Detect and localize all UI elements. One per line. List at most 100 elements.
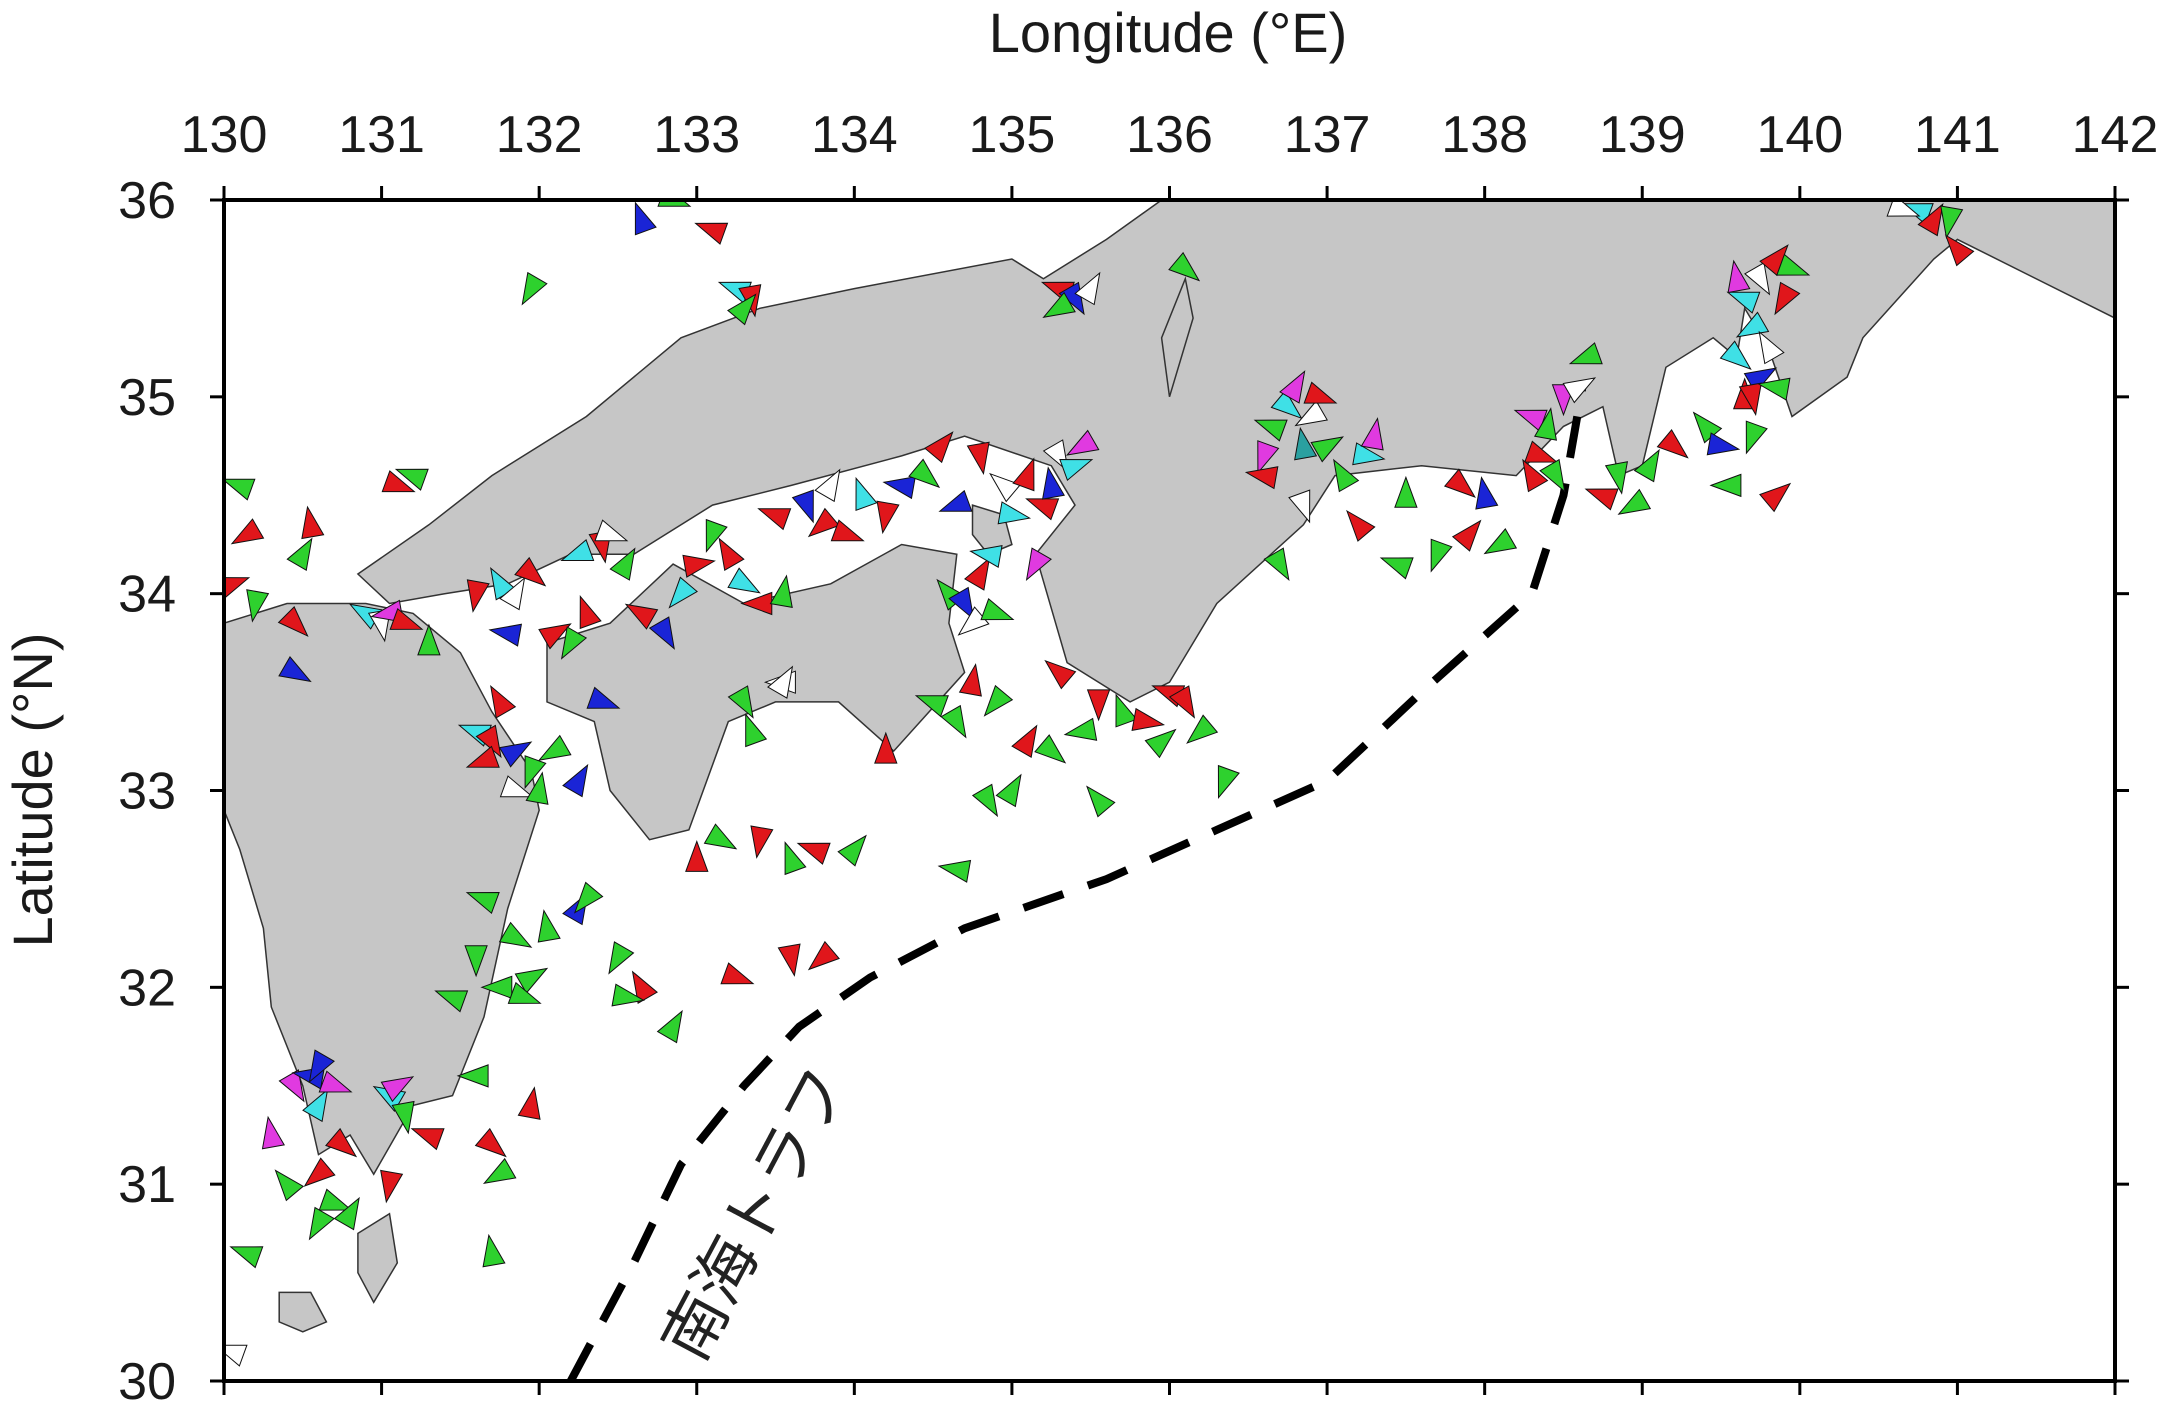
slip-arrowhead bbox=[381, 470, 416, 493]
slip-arrowhead bbox=[1726, 291, 1761, 314]
slip-arrowhead bbox=[1379, 557, 1414, 580]
slip-arrowhead bbox=[1524, 440, 1559, 463]
slip-arrowhead bbox=[507, 981, 542, 1004]
slip-arrowhead bbox=[562, 763, 589, 798]
slip-arrowhead bbox=[727, 567, 761, 594]
slip-arrowhead bbox=[720, 962, 755, 985]
slip-arrowhead bbox=[648, 616, 675, 650]
slip-arrowhead bbox=[938, 489, 973, 512]
slip-arrowhead bbox=[682, 554, 716, 578]
land-polygon-4 bbox=[278, 1291, 328, 1333]
x-tick-label: 140 bbox=[1756, 106, 1843, 164]
slip-arrowhead bbox=[1430, 538, 1453, 573]
slip-arrowhead bbox=[482, 1157, 517, 1185]
slip-arrowhead bbox=[1394, 475, 1418, 508]
slip-arrowhead bbox=[325, 1127, 358, 1158]
slip-arrowhead bbox=[1758, 330, 1785, 365]
slip-arrowhead bbox=[1044, 659, 1077, 690]
slip-arrowhead bbox=[380, 1169, 404, 1204]
x-tick-label: 133 bbox=[653, 106, 740, 164]
slip-arrowhead bbox=[434, 990, 469, 1013]
slip-arrowhead bbox=[750, 825, 774, 859]
slip-arrowhead bbox=[1744, 262, 1771, 296]
x-tick-label: 131 bbox=[338, 106, 425, 164]
slip-arrowhead bbox=[224, 478, 256, 501]
nankai-trough-path bbox=[567, 386, 1587, 1381]
slip-arrowhead bbox=[230, 518, 265, 545]
slip-arrowhead bbox=[767, 665, 794, 699]
slip-arrowhead bbox=[703, 823, 738, 850]
slip-arrowhead bbox=[389, 607, 424, 630]
slip-arrowhead bbox=[224, 1344, 248, 1367]
slip-arrowhead bbox=[694, 222, 729, 245]
slip-arrowhead bbox=[1944, 234, 1975, 267]
slip-arrowhead bbox=[278, 656, 312, 683]
slip-arrowhead bbox=[1115, 693, 1138, 728]
x-tick-label: 134 bbox=[811, 106, 898, 164]
slip-arrowhead bbox=[465, 891, 500, 915]
slip-arrowhead bbox=[1539, 458, 1566, 493]
slip-arrowhead bbox=[971, 783, 999, 818]
slip-arrowhead bbox=[1759, 482, 1792, 513]
slip-arrowhead bbox=[727, 293, 757, 326]
slip-arrowhead bbox=[1168, 251, 1201, 282]
slip-arrowhead bbox=[957, 606, 990, 636]
slip-arrowhead bbox=[1709, 473, 1742, 498]
slip-arrowhead bbox=[814, 468, 841, 503]
slip-arrowhead bbox=[745, 713, 768, 748]
arrowhead-layer bbox=[224, 200, 1975, 1367]
slip-arrowhead bbox=[560, 626, 588, 660]
slip-arrowhead bbox=[308, 1049, 335, 1083]
slip-arrowhead bbox=[391, 1100, 415, 1135]
slip-arrowhead bbox=[1735, 311, 1770, 338]
slip-arrowhead bbox=[980, 598, 1015, 621]
land-layer bbox=[224, 200, 2115, 1333]
slip-arrowhead bbox=[594, 519, 629, 542]
slip-arrowhead bbox=[1186, 714, 1219, 744]
slip-arrowhead bbox=[791, 489, 814, 524]
slip-arrowhead bbox=[1568, 342, 1603, 365]
slip-arrowhead bbox=[480, 975, 513, 1000]
slip-arrowhead bbox=[1584, 488, 1619, 511]
slip-arrowhead bbox=[464, 945, 488, 978]
slip-arrowhead bbox=[521, 271, 548, 306]
slip-arrowhead bbox=[1131, 707, 1166, 732]
slip-arrowhead bbox=[1168, 685, 1196, 719]
slip-arrowhead bbox=[475, 724, 502, 759]
slip-arrowhead bbox=[1303, 381, 1338, 404]
slip-arrowhead bbox=[908, 458, 941, 489]
slip-arrowhead bbox=[1253, 419, 1288, 442]
slip-arrowhead bbox=[514, 967, 549, 994]
slip-arrowhead bbox=[705, 518, 728, 553]
x-tick-label: 139 bbox=[1599, 106, 1686, 164]
slip-arrowhead bbox=[631, 970, 658, 1004]
slip-arrowhead bbox=[1352, 442, 1386, 466]
slip-arrowhead bbox=[1443, 468, 1476, 498]
slip-arrowhead bbox=[983, 684, 1014, 717]
slip-arrowhead bbox=[410, 1128, 445, 1151]
slip-arrowhead bbox=[380, 1076, 415, 1103]
nankai-trough-line bbox=[567, 386, 1587, 1381]
slip-arrowhead bbox=[499, 576, 526, 611]
slip-arrowhead bbox=[989, 472, 1022, 503]
slip-arrowhead bbox=[318, 1070, 353, 1093]
slip-arrowhead bbox=[499, 775, 534, 798]
y-tick-label: 36 bbox=[118, 172, 176, 230]
slip-arrowhead bbox=[1034, 734, 1067, 764]
slip-arrowhead bbox=[1086, 689, 1111, 722]
slip-arrowhead bbox=[807, 507, 840, 538]
slip-arrowhead bbox=[573, 881, 604, 914]
land-polygon-6 bbox=[1160, 276, 1194, 398]
slip-arrowhead bbox=[286, 537, 313, 571]
slip-arrowhead bbox=[882, 476, 916, 500]
slip-arrowhead bbox=[608, 941, 635, 975]
slip-arrowhead bbox=[611, 983, 646, 1007]
slip-arrowhead bbox=[1058, 281, 1085, 316]
slip-arrowhead bbox=[1745, 420, 1768, 455]
slip-arrowhead bbox=[1483, 528, 1518, 555]
slip-arrowhead bbox=[537, 909, 561, 943]
land-polygon-5 bbox=[357, 1212, 399, 1304]
slip-arrowhead bbox=[656, 1009, 683, 1044]
slip-arrowhead bbox=[490, 685, 517, 719]
slip-arrowhead bbox=[1288, 489, 1311, 524]
